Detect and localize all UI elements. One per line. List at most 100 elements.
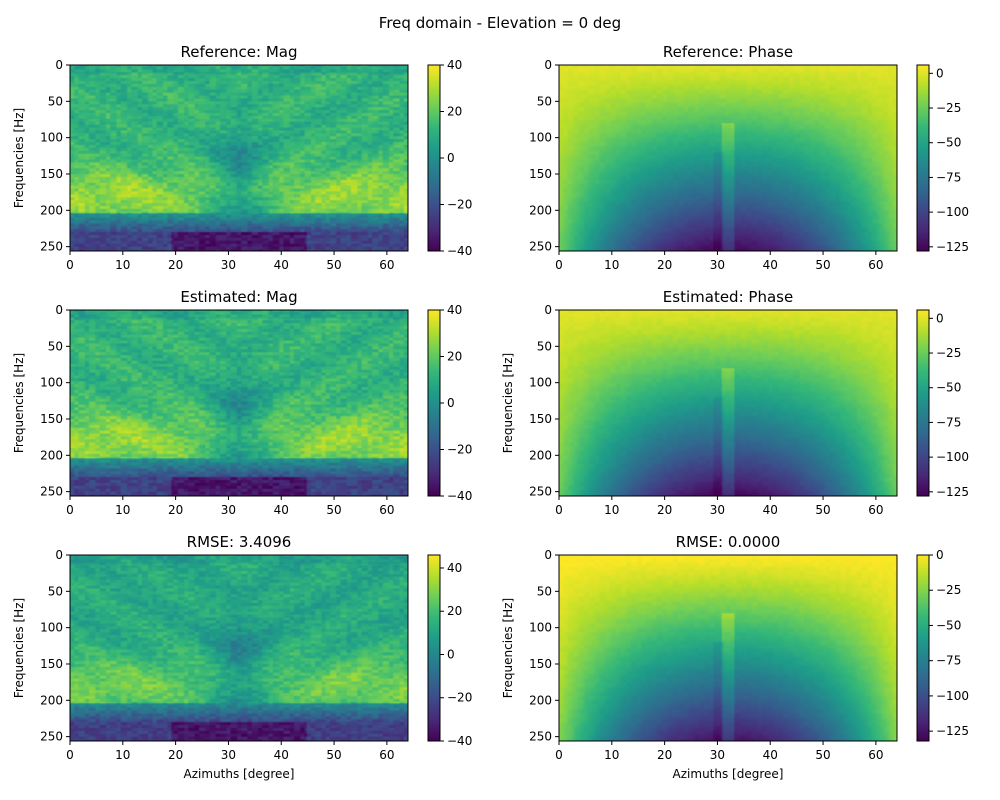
x-tick-label: 60 bbox=[868, 503, 883, 517]
heatmap-image-1 bbox=[559, 65, 897, 251]
x-tick-label: 0 bbox=[555, 748, 563, 762]
y-tick-label: 250 bbox=[529, 240, 552, 254]
y-tick-label: 250 bbox=[40, 240, 63, 254]
y-tick-label: 50 bbox=[537, 94, 552, 108]
colorbar-tick-label: −125 bbox=[936, 240, 969, 254]
axes-frame bbox=[69, 554, 409, 742]
y-tick-label: 50 bbox=[537, 584, 552, 598]
colorbar-tick-label: 0 bbox=[447, 647, 455, 661]
colorbar bbox=[427, 64, 441, 252]
x-tick-label: 10 bbox=[604, 503, 619, 517]
y-tick-label: 50 bbox=[537, 339, 552, 353]
y-tick-label: 250 bbox=[40, 730, 63, 744]
y-axis-label: Frequencies [Hz] bbox=[12, 353, 26, 453]
axes-frame bbox=[558, 309, 898, 497]
x-tick-label: 10 bbox=[115, 503, 130, 517]
colorbar bbox=[916, 64, 930, 252]
figure-suptitle: Freq domain - Elevation = 0 deg bbox=[379, 14, 621, 32]
x-tick-label: 50 bbox=[326, 748, 341, 762]
colorbar-tick-label: −50 bbox=[936, 136, 961, 150]
y-axis-label: Frequencies [Hz] bbox=[501, 353, 515, 453]
y-tick-label: 200 bbox=[40, 203, 63, 217]
subplot-title: RMSE: 0.0000 bbox=[676, 533, 781, 551]
x-tick-label: 40 bbox=[763, 748, 778, 762]
x-tick-label: 10 bbox=[115, 258, 130, 272]
colorbar bbox=[916, 554, 930, 742]
axes-frame bbox=[558, 64, 898, 252]
subplot-title: Reference: Mag bbox=[180, 43, 297, 61]
y-tick-label: 250 bbox=[40, 485, 63, 499]
y-tick-label: 0 bbox=[55, 303, 63, 317]
y-tick-label: 250 bbox=[529, 730, 552, 744]
colorbar-tick-label: 0 bbox=[447, 396, 455, 410]
heatmap-image-4 bbox=[70, 555, 408, 741]
colorbar-tick-label: −50 bbox=[936, 381, 961, 395]
y-axis-label: Frequencies [Hz] bbox=[12, 108, 26, 208]
y-tick-label: 100 bbox=[40, 621, 63, 635]
colorbar bbox=[427, 554, 441, 742]
y-tick-label: 100 bbox=[529, 621, 552, 635]
y-tick-label: 0 bbox=[55, 58, 63, 72]
y-tick-label: 50 bbox=[48, 339, 63, 353]
x-tick-label: 30 bbox=[221, 258, 236, 272]
heatmap-image-2 bbox=[70, 310, 408, 496]
y-tick-label: 100 bbox=[529, 376, 552, 390]
colorbar bbox=[427, 309, 441, 497]
x-tick-label: 20 bbox=[168, 503, 183, 517]
colorbar-tick-label: −20 bbox=[447, 443, 472, 457]
colorbar-tick-label: 20 bbox=[447, 604, 462, 618]
x-tick-label: 20 bbox=[657, 503, 672, 517]
x-axis-label: Azimuths [degree] bbox=[673, 767, 784, 781]
y-tick-label: 100 bbox=[529, 131, 552, 145]
y-tick-label: 0 bbox=[544, 303, 552, 317]
subplot-title: Estimated: Phase bbox=[663, 288, 793, 306]
subplot-title: Estimated: Mag bbox=[180, 288, 297, 306]
y-tick-label: 200 bbox=[529, 693, 552, 707]
y-tick-label: 150 bbox=[529, 657, 552, 671]
colorbar-tick-label: −125 bbox=[936, 724, 969, 738]
x-tick-label: 50 bbox=[815, 503, 830, 517]
x-tick-label: 40 bbox=[274, 748, 289, 762]
colorbar-tick-label: −75 bbox=[936, 170, 961, 184]
heatmap-image-5 bbox=[559, 555, 897, 741]
y-tick-label: 0 bbox=[55, 548, 63, 562]
colorbar-tick-label: 20 bbox=[447, 350, 462, 364]
y-tick-label: 150 bbox=[40, 657, 63, 671]
y-tick-label: 200 bbox=[40, 693, 63, 707]
colorbar-tick-label: 40 bbox=[447, 58, 462, 72]
x-tick-label: 50 bbox=[815, 258, 830, 272]
x-tick-label: 40 bbox=[274, 503, 289, 517]
x-axis-label: Azimuths [degree] bbox=[184, 767, 295, 781]
colorbar-tick-label: 0 bbox=[936, 311, 944, 325]
y-axis-label: Frequencies [Hz] bbox=[12, 598, 26, 698]
x-tick-label: 30 bbox=[710, 258, 725, 272]
colorbar-tick-label: −40 bbox=[447, 244, 472, 258]
y-tick-label: 100 bbox=[40, 131, 63, 145]
x-tick-label: 30 bbox=[221, 503, 236, 517]
x-tick-label: 0 bbox=[66, 258, 74, 272]
colorbar-tick-label: −20 bbox=[447, 691, 472, 705]
x-tick-label: 60 bbox=[379, 748, 394, 762]
y-tick-label: 0 bbox=[544, 58, 552, 72]
x-tick-label: 50 bbox=[815, 748, 830, 762]
y-tick-label: 150 bbox=[529, 167, 552, 181]
colorbar-tick-label: −100 bbox=[936, 689, 969, 703]
colorbar-tick-label: 0 bbox=[447, 151, 455, 165]
y-tick-label: 200 bbox=[40, 448, 63, 462]
axes-frame bbox=[69, 309, 409, 497]
x-tick-label: 60 bbox=[868, 748, 883, 762]
colorbar-tick-label: −25 bbox=[936, 346, 961, 360]
x-tick-label: 60 bbox=[868, 258, 883, 272]
subplot-title: RMSE: 3.4096 bbox=[187, 533, 292, 551]
colorbar-tick-label: −40 bbox=[447, 734, 472, 748]
x-tick-label: 0 bbox=[66, 503, 74, 517]
colorbar-tick-label: 40 bbox=[447, 303, 462, 317]
x-tick-label: 30 bbox=[710, 748, 725, 762]
subplot-title: Reference: Phase bbox=[663, 43, 793, 61]
colorbar-tick-label: −100 bbox=[936, 205, 969, 219]
colorbar bbox=[916, 309, 930, 497]
colorbar-tick-label: −40 bbox=[447, 489, 472, 503]
x-tick-label: 40 bbox=[763, 503, 778, 517]
